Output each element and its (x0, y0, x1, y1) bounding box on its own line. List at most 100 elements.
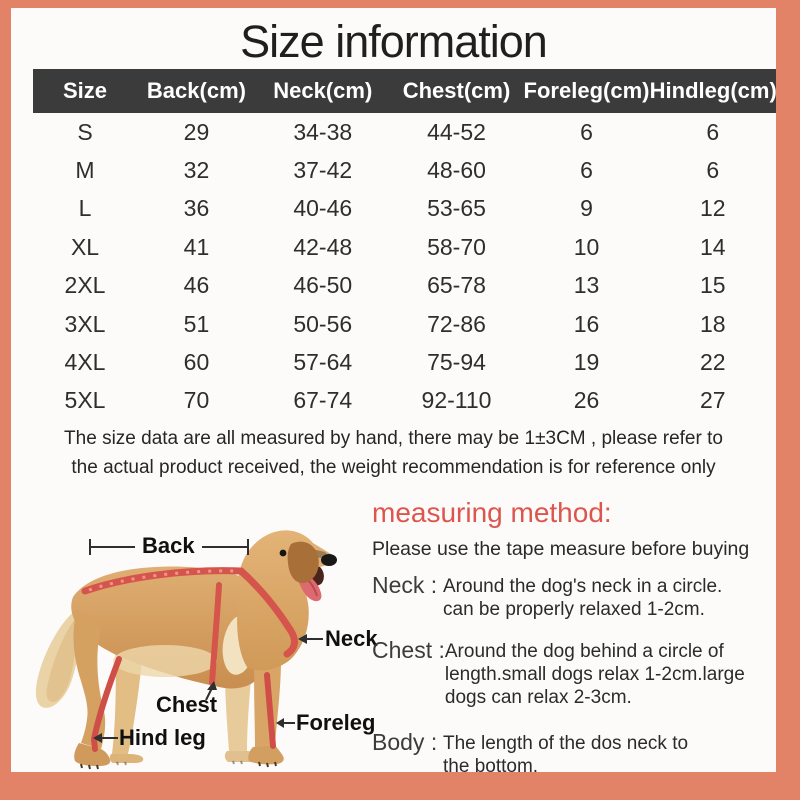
cell-hindleg: 6 (706, 157, 720, 184)
measuring-text-line: can be properly relaxed 1-2cm. (443, 599, 705, 620)
cell-neck: 42-48 (293, 233, 353, 260)
dog-front-leg-far (225, 673, 251, 751)
measuring-item-label: Neck : (372, 572, 438, 598)
table-row: 2XL 46 46-50 65-78 13 15 (33, 267, 776, 305)
col-foreleg: Foreleg(cm) (523, 78, 650, 103)
dog-nose (321, 554, 337, 566)
cell-hindleg: 6 (706, 118, 720, 145)
diagram-label-foreleg: Foreleg (296, 710, 376, 735)
cell-foreleg: 6 (580, 118, 593, 145)
col-back: Back(cm) (146, 78, 246, 103)
diagram-label-neck: Neck (325, 626, 378, 651)
col-neck: Neck(cm) (273, 78, 373, 103)
dog-front-paw-near (248, 745, 284, 765)
poster-content: Size information Size Back(cm) Neck(cm) … (11, 8, 777, 777)
dog-eye (279, 549, 287, 557)
harness-foreleg-strap (264, 672, 276, 749)
cell-chest: 65-78 (427, 272, 486, 299)
cell-back: 46 (183, 272, 210, 299)
cell-foreleg: 26 (573, 387, 600, 414)
cell-chest: 75-94 (427, 349, 486, 376)
cell-hindleg: 14 (700, 233, 726, 260)
dog-paw-nails (80, 760, 277, 770)
note-line: The size data are all measured by hand, … (64, 428, 723, 449)
size-table-header: Size Back(cm) Neck(cm) Chest(cm) Foreleg… (33, 69, 777, 113)
diagram-label-chest: Chest (156, 692, 218, 717)
cell-chest: 72-86 (427, 310, 486, 337)
cell-back: 41 (183, 233, 210, 260)
measuring-item-text: The length of the dos neck to the bottom… (443, 730, 688, 778)
dog-illustration (35, 530, 337, 770)
note-line: the actual product received, the weight … (71, 457, 716, 478)
measuring-item-neck: Neck : Around the dog's neck in a circle… (372, 573, 774, 621)
cell-neck: 57-64 (293, 349, 353, 376)
cell-neck: 40-46 (293, 195, 353, 222)
table-row: 4XL 60 57-64 75-94 19 22 (33, 343, 776, 381)
cell-neck: 34-38 (293, 118, 353, 145)
dog-hind-paw-near (74, 743, 111, 766)
cell-neck: 67-74 (293, 387, 353, 414)
cell-hindleg: 12 (700, 195, 726, 222)
cell-hindleg: 15 (700, 272, 726, 299)
cell-hindleg: 27 (700, 387, 726, 414)
measuring-text-line: length.small dogs relax 1-2cm.large (444, 664, 745, 685)
table-row: M 32 37-42 48-60 6 6 (33, 151, 776, 189)
cell-back: 60 (183, 349, 210, 376)
cell-size: M (75, 157, 95, 184)
table-row: S 29 34-38 44-52 6 6 (33, 113, 776, 151)
measuring-text-line: Around the dog behind a circle of (444, 641, 724, 662)
cell-hindleg: 22 (700, 349, 726, 376)
table-row: XL 41 42-48 58-70 10 14 (33, 228, 776, 266)
col-chest: Chest(cm) (402, 78, 511, 103)
cell-neck: 46-50 (293, 272, 353, 299)
measuring-method-heading: measuring method: (372, 497, 612, 528)
cell-back: 32 (183, 157, 210, 184)
cell-foreleg: 10 (573, 233, 600, 260)
measuring-text-line: dogs can relax 2-3cm. (444, 687, 632, 708)
cell-foreleg: 13 (573, 272, 600, 299)
diagram-label-back: Back (135, 534, 202, 558)
measuring-item-body: Body : The length of the dos neck to the… (372, 730, 774, 778)
cell-back: 29 (183, 118, 210, 145)
table-row: 3XL 51 50-56 72-86 16 18 (33, 305, 776, 343)
cell-foreleg: 19 (573, 349, 600, 376)
cell-back: 36 (183, 195, 210, 222)
cell-size: S (77, 118, 93, 145)
col-hindleg: Hindleg(cm) (649, 78, 777, 103)
measuring-item-label: Body : (372, 729, 438, 755)
measuring-item-text: Around the dog behind a circle of length… (445, 638, 745, 709)
pointer-neck (298, 634, 323, 644)
cell-foreleg: 9 (580, 195, 593, 222)
size-table-body: S 29 34-38 44-52 6 6 M 32 37-42 48-60 6 … (33, 113, 776, 420)
measuring-item-chest: Chest : Around the dog behind a circle o… (372, 638, 774, 709)
dog-tail-shade (46, 619, 78, 703)
cell-back: 51 (183, 310, 210, 337)
cell-foreleg: 6 (580, 157, 593, 184)
cell-size: 2XL (64, 272, 106, 299)
cell-chest: 58-70 (427, 233, 486, 260)
table-row: 5XL 70 67-74 92-110 26 27 (33, 382, 776, 420)
dog-hind-paw-far (109, 754, 144, 763)
cell-neck: 37-42 (293, 157, 353, 184)
harness-neck-strap (237, 567, 298, 658)
cell-chest: 92-110 (421, 387, 492, 414)
measuring-text-line: The length of the dos neck to (443, 733, 689, 754)
cell-chest: 44-52 (427, 118, 486, 145)
dog-measurement-diagram: Back Neck Chest Hind leg Foreleg (15, 523, 378, 778)
col-size: Size (62, 78, 108, 103)
cell-foreleg: 16 (573, 310, 600, 337)
measuring-text-line: the bottom. (443, 756, 539, 777)
cell-chest: 48-60 (427, 157, 486, 184)
measurement-note: The size data are all measured by hand, … (11, 424, 776, 482)
cell-size: 5XL (64, 387, 106, 414)
pointer-hindleg (93, 733, 118, 743)
measuring-item-label: Chest : (372, 637, 445, 663)
cell-size: 4XL (64, 349, 106, 376)
cell-size: L (78, 195, 92, 222)
cell-chest: 53-65 (427, 195, 486, 222)
harness-girth-strap (209, 582, 222, 686)
cell-back: 70 (183, 387, 210, 414)
cell-size: XL (70, 233, 100, 260)
measuring-method-section: measuring method: Please use the tape me… (372, 497, 774, 778)
